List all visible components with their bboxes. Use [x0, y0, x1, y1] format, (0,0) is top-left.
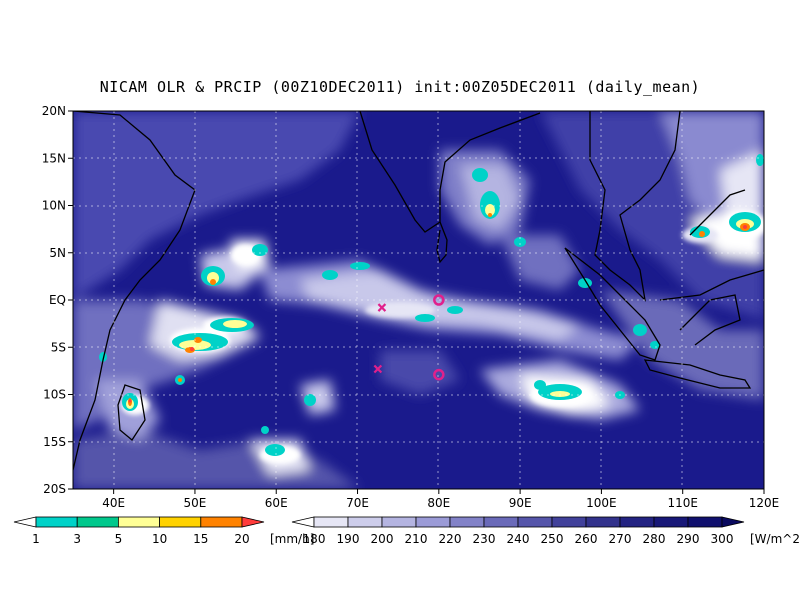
lat-tick-label: 15N — [42, 151, 66, 165]
lon-tick-label: 60E — [265, 496, 288, 510]
olr-colorbar-swatch — [347, 516, 383, 528]
precip-colorbar-unit: [mm/h] — [270, 532, 314, 546]
olr-colorbar-swatch — [517, 516, 553, 528]
olr-colorbar-swatch — [313, 516, 349, 528]
precip-colorbar-swatch — [76, 516, 119, 528]
olr-colorbar-swatch — [551, 516, 587, 528]
lon-tick-label: 110E — [667, 496, 698, 510]
olr-colorbar-swatch — [687, 516, 723, 528]
precip-colorbar-tick-label: 10 — [152, 532, 167, 546]
map-area — [73, 111, 764, 489]
olr-colorbar-unit: [W/m^2] — [750, 532, 800, 546]
lat-tick-label: 10S — [43, 388, 66, 402]
lat-tick-label: 20N — [42, 104, 66, 118]
precip-patches — [99, 154, 764, 456]
lon-tick-label: 50E — [184, 496, 207, 510]
olr-colorbar-swatch — [415, 516, 451, 528]
olr-colorbar-tick-label: 290 — [677, 532, 700, 546]
lon-tick-label: 120E — [749, 496, 780, 510]
x-marker — [373, 364, 383, 374]
olr-colorbar-swatch — [585, 516, 621, 528]
olr-colorbar-swatch — [653, 516, 689, 528]
precip-colorbar-swatch — [35, 516, 78, 528]
circle-marker — [433, 368, 445, 381]
olr-colorbar-tick-label: 270 — [609, 532, 632, 546]
axis-ticks: 20N 15N 10N 5N EQ 5S 10S 15S 20S 40E 50E 60E 70E 80E 9… — [42, 104, 780, 510]
olr-colorbar-tick-label: 280 — [643, 532, 666, 546]
x-marker — [377, 303, 387, 312]
olr-colorbar-swatch — [381, 516, 417, 528]
olr-colorbar-tick-label: 300 — [711, 532, 734, 546]
precip-colorbar-high-arrow — [241, 516, 265, 528]
precip-colorbar-swatch — [118, 516, 161, 528]
olr-colorbar-tick-label: 260 — [575, 532, 598, 546]
olr-colorbar-tick-label: 250 — [541, 532, 564, 546]
olr-colorbar-high-arrow — [721, 516, 745, 528]
olr-colorbar-swatch — [619, 516, 655, 528]
olr-colorbar-tick-label: 190 — [337, 532, 360, 546]
marker-layer — [373, 294, 445, 381]
lat-tick-label: 5S — [51, 340, 66, 354]
olr-colorbar-tick-label: 230 — [473, 532, 496, 546]
precip-colorbar-swatch — [200, 516, 243, 528]
precip-colorbar-tick-label: 15 — [193, 532, 208, 546]
precip-colorbar-swatch — [159, 516, 202, 528]
map-title: NICAM OLR & PRCIP (00Z10DEC2011) init:00… — [99, 78, 701, 96]
precip-colorbar-tick-label: 5 — [115, 532, 123, 546]
olr-colorbar-swatch — [483, 516, 519, 528]
coastlines — [73, 111, 764, 471]
precip-colorbar: 1 3 5 10 15 20 [mm/h] — [13, 516, 314, 546]
olr-colorbar-tick-label: 240 — [507, 532, 530, 546]
lon-tick-label: 80E — [427, 496, 450, 510]
lon-tick-label: 40E — [102, 496, 125, 510]
olr-colorbar-low-arrow — [291, 516, 315, 528]
lat-tick-label: 5N — [49, 246, 66, 260]
lon-tick-label: 100E — [586, 496, 617, 510]
olr-colorbar-swatch — [449, 516, 485, 528]
precip-colorbar-tick-label: 20 — [234, 532, 249, 546]
precip-colorbar-tick-label: 1 — [32, 532, 40, 546]
olr-colorbar-tick-label: 200 — [371, 532, 394, 546]
olr-colorbar-tick-label: 180 — [303, 532, 326, 546]
precip-colorbar-tick-label: 3 — [73, 532, 81, 546]
lon-tick-label: 70E — [346, 496, 369, 510]
olr-colorbar-tick-label: 220 — [439, 532, 462, 546]
olr-colorbar-tick-label: 210 — [405, 532, 428, 546]
lon-tick-label: 90E — [509, 496, 532, 510]
olr-colorbar: 180 190 200 210 220 230 240 250 260 270 280 290 300 [… — [291, 516, 800, 546]
grid-lines — [73, 111, 764, 489]
lat-tick-label: 10N — [42, 199, 66, 213]
lat-tick-label: 15S — [43, 435, 66, 449]
lat-tick-label: 20S — [43, 482, 66, 496]
lat-tick-label: EQ — [49, 293, 66, 307]
circle-marker — [433, 294, 445, 306]
precip-colorbar-low-arrow — [13, 516, 37, 528]
